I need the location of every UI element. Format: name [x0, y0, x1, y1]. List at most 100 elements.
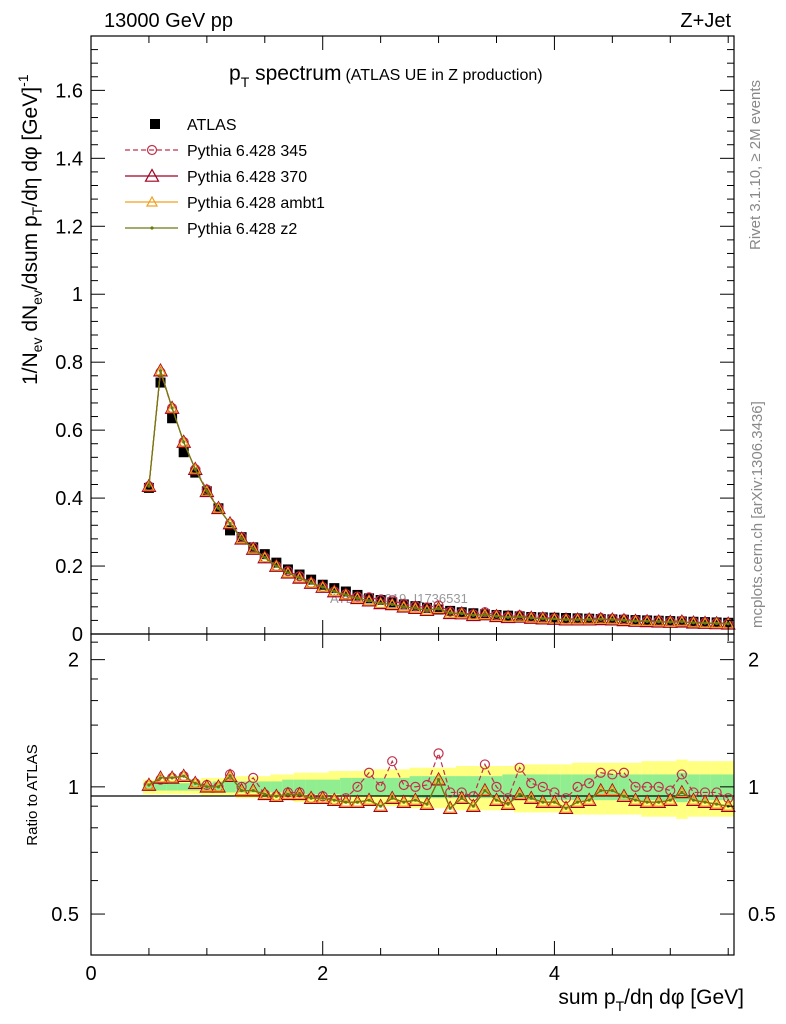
dot-marker — [471, 613, 475, 617]
dot-marker — [205, 785, 209, 789]
dot-marker — [425, 608, 429, 612]
dot-marker — [216, 506, 221, 510]
dot-marker — [610, 618, 614, 622]
triangle-marker — [189, 776, 202, 788]
data-point — [306, 574, 317, 585]
ratio-y-axis-title: Ratio to ATLAS — [24, 744, 41, 845]
triangle-marker — [280, 565, 296, 579]
triangle-marker — [234, 782, 250, 797]
dot-marker — [309, 581, 313, 585]
inner-band-bin — [166, 783, 178, 791]
data-point — [561, 613, 572, 624]
inner-band-bin — [386, 777, 399, 797]
dot-marker — [668, 620, 672, 624]
triangle-marker — [512, 609, 528, 623]
dot-marker — [193, 467, 197, 471]
legend: ATLAS Pythia 6.428 345 Pythia 6.428 370 Pyt… — [125, 117, 325, 238]
header-process: Z+Jet — [680, 10, 731, 32]
dot-marker — [633, 619, 638, 623]
dot-marker — [703, 621, 707, 625]
dot-marker — [471, 804, 475, 808]
dot-marker — [564, 618, 568, 622]
triangle-marker — [189, 462, 202, 474]
triangle-marker — [546, 794, 562, 808]
triangle-marker — [432, 773, 445, 785]
inner-band-bin — [432, 776, 445, 799]
triangle-marker — [247, 542, 260, 554]
data-point — [178, 447, 189, 458]
data-point — [259, 549, 270, 560]
circle-marker — [688, 787, 699, 798]
triangle-marker — [176, 768, 192, 782]
inner-band-bin — [699, 774, 711, 801]
circle-marker — [584, 778, 595, 789]
triangle-marker — [431, 771, 447, 786]
title-p: p — [229, 62, 241, 85]
dot-marker — [321, 585, 325, 589]
circle-marker — [723, 793, 734, 804]
inner-band-bin — [618, 774, 630, 801]
inner-band-bin — [305, 779, 317, 795]
inner-band-bin — [455, 776, 468, 799]
triangle-marker — [245, 541, 261, 555]
y-title-part1: 1/N — [19, 352, 42, 385]
inner-band-bin — [154, 783, 167, 791]
inner-band-bin — [664, 774, 677, 801]
triangle-marker — [674, 614, 690, 628]
circle-marker — [514, 762, 525, 773]
triangle-marker — [315, 790, 331, 805]
triangle-marker — [292, 570, 308, 584]
triangle-marker — [455, 791, 468, 803]
triangle-marker — [200, 485, 213, 496]
triangle-marker — [152, 770, 169, 784]
triangle-marker — [477, 782, 493, 797]
dot-marker — [402, 800, 406, 804]
dot-marker — [332, 589, 336, 594]
dot-marker — [494, 614, 499, 618]
series-line — [148, 370, 729, 625]
dot-marker — [564, 806, 568, 810]
triangle-marker — [164, 400, 180, 414]
triangle-marker — [477, 606, 493, 621]
triangle-marker — [268, 558, 284, 572]
triangle-marker — [166, 401, 179, 413]
ratio-uncertainty-bands — [143, 759, 734, 819]
dot-marker — [355, 800, 360, 804]
data-point — [317, 579, 328, 590]
inner-band-bin — [340, 777, 352, 797]
dot-marker — [575, 800, 580, 804]
triangle-marker — [444, 801, 457, 813]
triangle-marker — [685, 792, 701, 806]
dot-marker — [379, 804, 383, 808]
dot-marker — [182, 440, 186, 444]
y-tick-label: 0 — [72, 624, 83, 646]
dot-marker — [587, 798, 591, 802]
inner-band-bin — [467, 776, 480, 799]
y-tick-label: 0.4 — [55, 488, 83, 510]
triangle-marker — [222, 768, 238, 782]
circle-marker — [618, 767, 630, 778]
triangle-marker — [363, 793, 376, 805]
data-point — [352, 589, 363, 600]
triangle-marker — [222, 515, 238, 530]
inner-band-bin — [177, 783, 190, 791]
y-title-sub3: T — [29, 206, 45, 215]
ratio-y-tick-label-left: 2 — [68, 650, 79, 672]
triangle-marker — [374, 799, 387, 811]
x-title-main: sum p — [558, 986, 615, 1009]
inner-band-bin — [641, 774, 653, 801]
inner-band-bin — [710, 774, 723, 801]
circle-marker — [526, 778, 537, 789]
triangle-marker — [431, 600, 447, 615]
dot-marker — [274, 794, 278, 798]
dot-marker — [379, 601, 383, 606]
triangle-marker — [454, 790, 470, 805]
dot-marker — [413, 606, 417, 610]
triangle-marker — [361, 792, 377, 806]
dot-marker — [680, 620, 684, 624]
ratio-y-tick-label-left: 1 — [68, 777, 79, 799]
inner-band-bin — [548, 774, 561, 801]
triangle-marker — [583, 793, 596, 805]
triangle-marker — [558, 800, 574, 815]
